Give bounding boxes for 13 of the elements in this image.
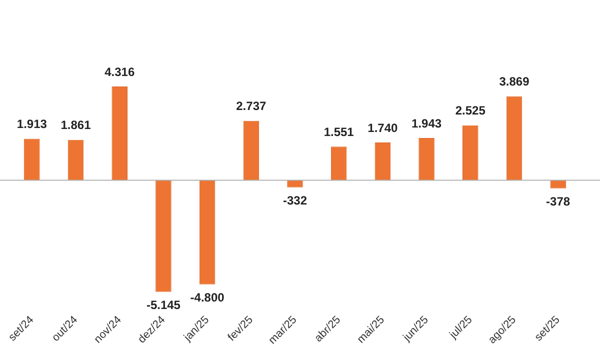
data-label: 3.869 [499,74,530,89]
data-label: -378 [546,194,570,209]
data-label: 1.943 [412,116,442,130]
data-label: 1.740 [368,120,398,135]
data-label: 2.737 [236,99,266,114]
data-label: 2.525 [455,104,486,118]
data-label: 1.551 [324,124,354,139]
data-label: -4.800 [190,290,225,305]
data-label: 4.316 [104,64,135,79]
data-label: 1.913 [16,117,48,132]
data-label: 1.861 [60,118,92,132]
data-label: -332 [282,194,308,208]
data-label: -5.145 [146,298,181,312]
